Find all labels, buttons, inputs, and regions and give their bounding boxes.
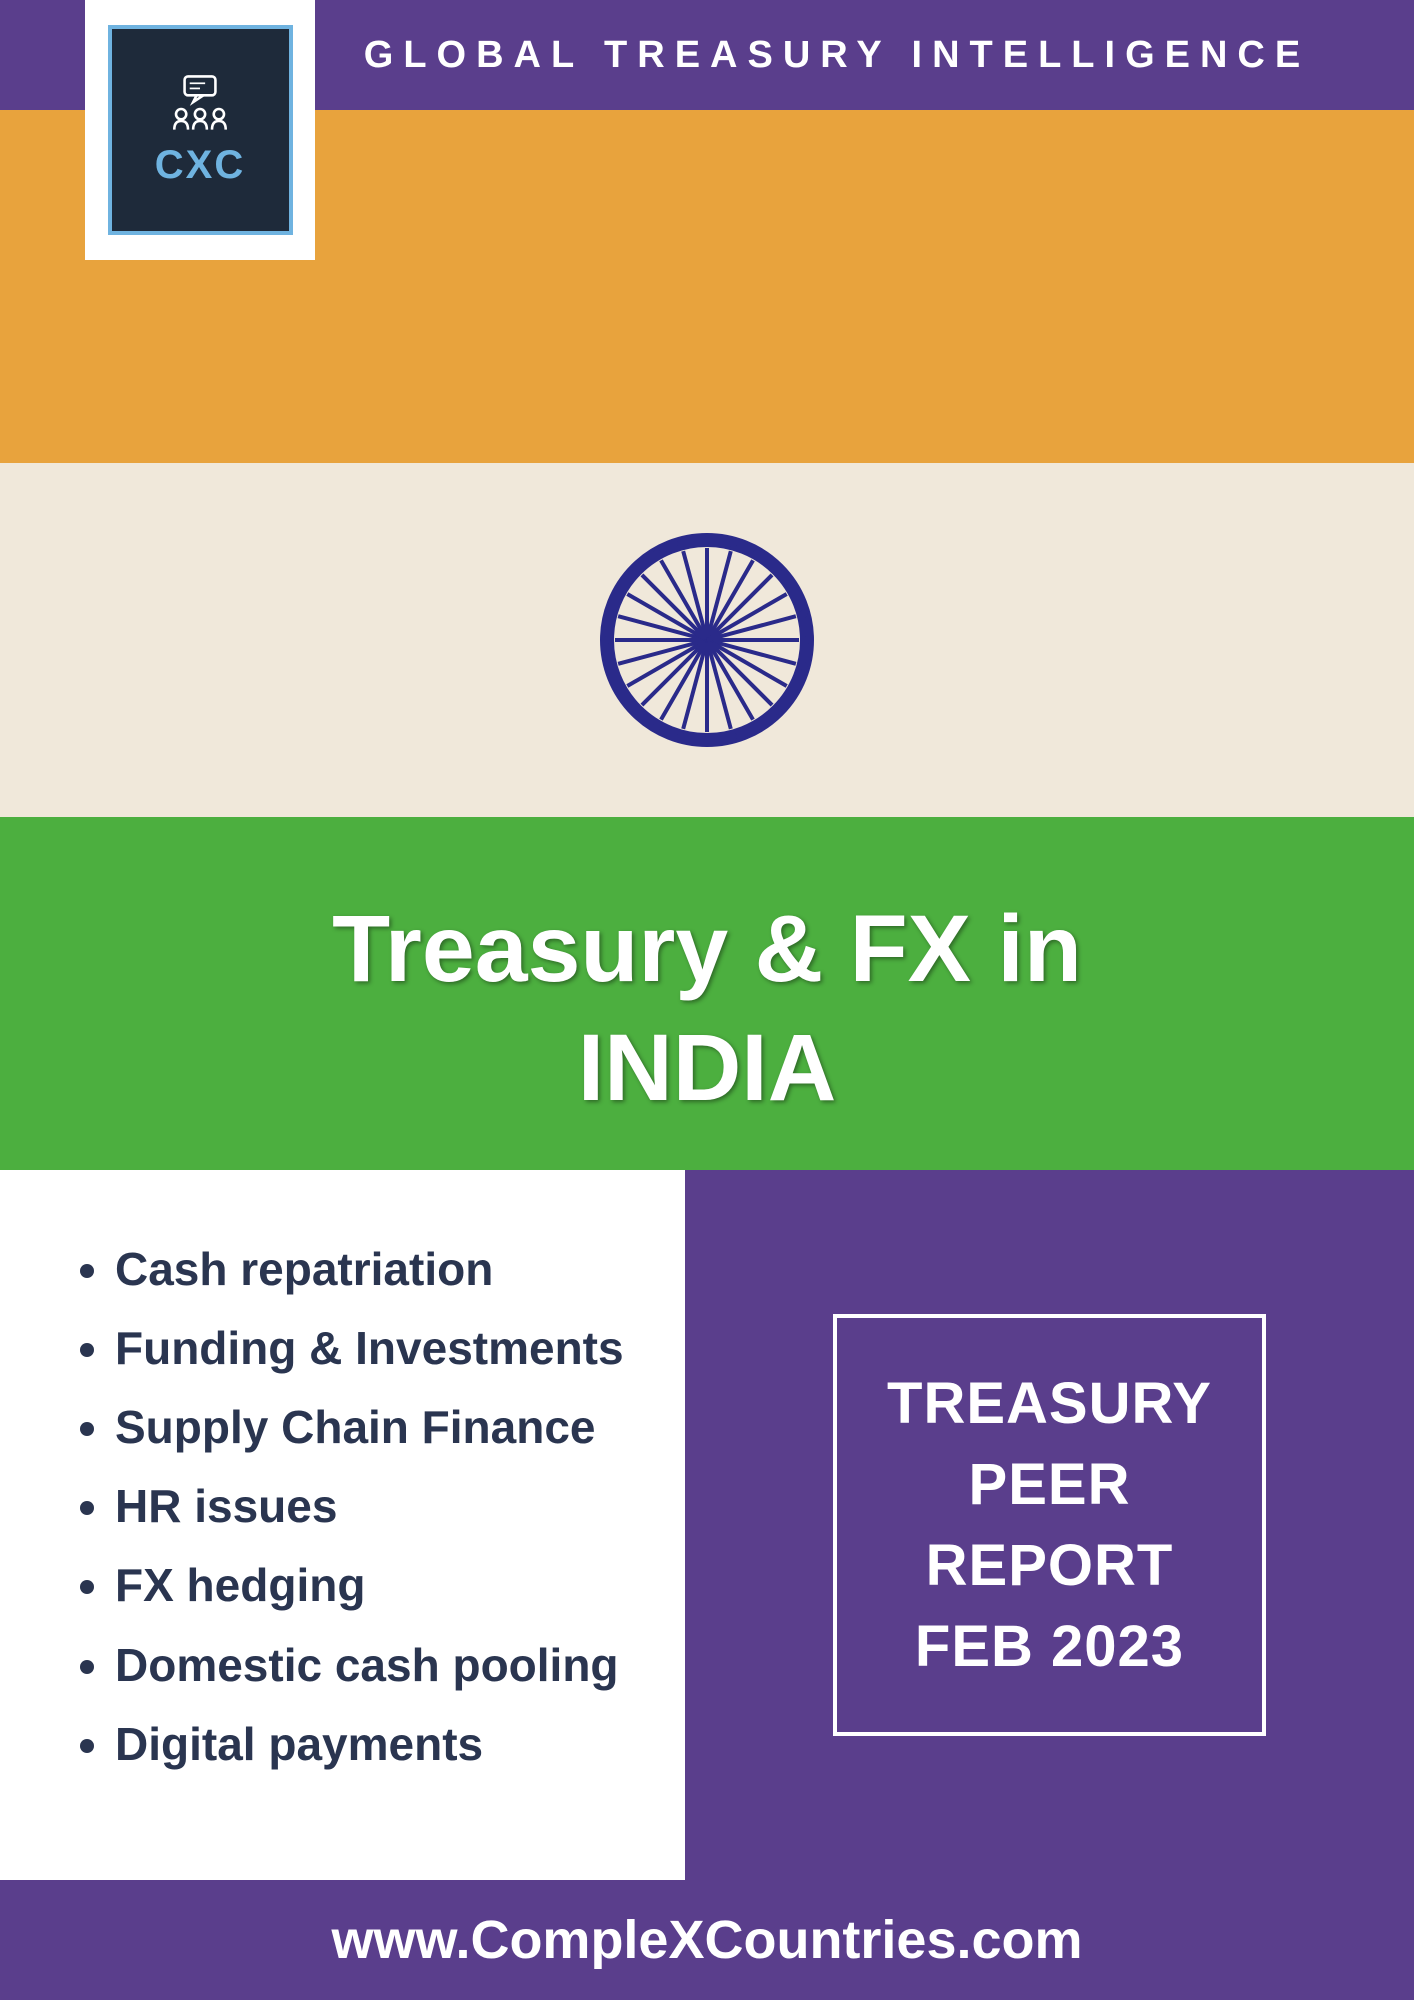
logo-text: CXC bbox=[155, 143, 245, 188]
logo-inner: CXC bbox=[108, 25, 293, 235]
logo-card: CXC bbox=[85, 0, 315, 260]
bullet-item: Cash repatriation bbox=[115, 1230, 655, 1309]
bullet-item: Domestic cash pooling bbox=[115, 1626, 655, 1705]
report-cover: GLOBAL TREASURY INTELLIGENCE CXC bbox=[0, 0, 1414, 2000]
bullets-list: Cash repatriation Funding & Investments … bbox=[80, 1230, 655, 1784]
chat-people-icon bbox=[160, 73, 240, 133]
badge-line: TREASURY bbox=[887, 1363, 1212, 1444]
report-badge: TREASURY PEER REPORT FEB 2023 bbox=[833, 1314, 1266, 1737]
footer-url: www.CompleXCountries.com bbox=[331, 1909, 1082, 1971]
bullet-item: Digital payments bbox=[115, 1705, 655, 1784]
flag-white-stripe bbox=[0, 463, 1414, 816]
ashoka-chakra-icon bbox=[597, 530, 817, 750]
title-line1: Treasury & FX in bbox=[0, 890, 1414, 1009]
bullet-item: Funding & Investments bbox=[115, 1309, 655, 1388]
main-title: Treasury & FX in INDIA bbox=[0, 890, 1414, 1128]
bullet-item: Supply Chain Finance bbox=[115, 1388, 655, 1467]
header-tagline: GLOBAL TREASURY INTELLIGENCE bbox=[364, 34, 1310, 77]
bullet-item: FX hedging bbox=[115, 1546, 655, 1625]
title-line2: INDIA bbox=[0, 1009, 1414, 1128]
badge-panel: TREASURY PEER REPORT FEB 2023 bbox=[685, 1170, 1414, 1880]
badge-line: REPORT bbox=[887, 1525, 1212, 1606]
bullets-panel: Cash repatriation Funding & Investments … bbox=[0, 1170, 685, 1880]
footer: www.CompleXCountries.com bbox=[0, 1880, 1414, 2000]
badge-line: PEER bbox=[887, 1444, 1212, 1525]
bullet-item: HR issues bbox=[115, 1467, 655, 1546]
lower-section: Cash repatriation Funding & Investments … bbox=[0, 1170, 1414, 1880]
badge-line: FEB 2023 bbox=[887, 1606, 1212, 1687]
